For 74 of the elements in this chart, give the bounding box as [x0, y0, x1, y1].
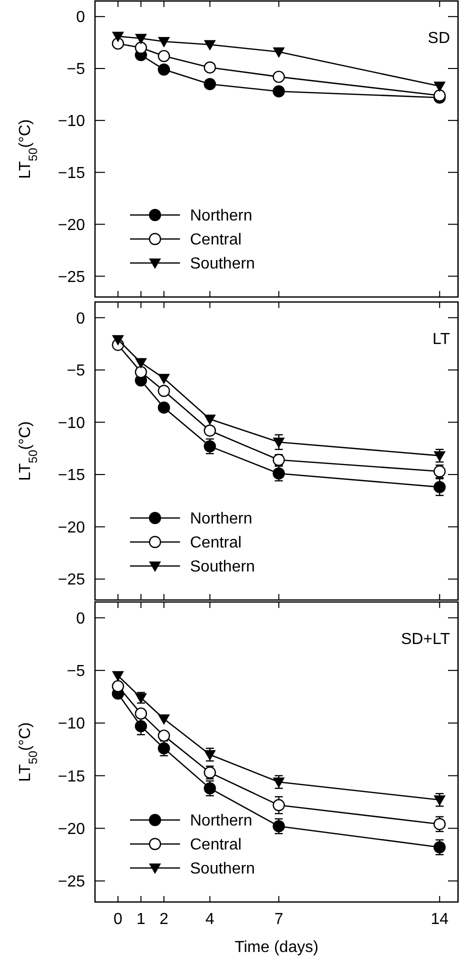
y-tick-label: −25: [58, 268, 86, 286]
text: SD+LT: [400, 631, 450, 648]
point: [112, 32, 124, 42]
point: [158, 714, 170, 725]
point: [134, 720, 148, 732]
point: [158, 63, 170, 76]
y-tick-label: −10: [58, 716, 86, 733]
y-tick-label: −10: [58, 113, 86, 130]
point: [272, 778, 285, 788]
point: [204, 782, 216, 794]
point: [158, 37, 170, 48]
point: [158, 374, 170, 384]
point: [204, 61, 216, 74]
point: [134, 34, 147, 44]
x-tick-label: 4: [205, 911, 214, 928]
x-tick-label: 7: [274, 911, 284, 928]
point: [434, 480, 446, 494]
point: [204, 414, 216, 426]
y-tick-label: −5: [66, 362, 86, 380]
legend-label: Central: [190, 534, 242, 552]
point: [272, 47, 285, 58]
x-tick-label: 14: [430, 911, 449, 928]
point: [204, 78, 216, 90]
point: [434, 795, 446, 806]
y-tick-label: −10: [58, 414, 86, 432]
legend-label: Northern: [190, 812, 252, 830]
point: [134, 42, 148, 54]
y-tick-label: 0: [76, 9, 86, 26]
point: [272, 438, 285, 448]
y-tick-label: −25: [58, 572, 86, 589]
text: SD: [428, 30, 450, 47]
x-tick-label: 2: [159, 911, 168, 928]
y-tick-label: −15: [58, 768, 86, 786]
point: [434, 451, 446, 462]
point: [112, 671, 124, 682]
point: [204, 750, 216, 761]
text: LT: [432, 331, 450, 348]
point: [112, 680, 124, 692]
point: [272, 820, 285, 832]
point: [158, 402, 170, 414]
legend-label: Central: [190, 232, 242, 249]
point: [272, 467, 285, 480]
y-tick-label: −5: [66, 663, 86, 680]
point: [158, 50, 170, 62]
x-axis-title: Time (days): [234, 939, 318, 956]
y-tick-label: −25: [58, 874, 86, 891]
x-tick-label: 0: [114, 911, 123, 928]
point: [134, 366, 148, 378]
point: [158, 384, 170, 397]
point: [272, 799, 285, 812]
point: [112, 335, 124, 346]
legend-label: Northern: [190, 208, 252, 225]
point: [134, 358, 147, 369]
legend-label: Northern: [190, 510, 252, 528]
point: [272, 70, 285, 83]
x-tick-label: 1: [136, 911, 146, 928]
legend-label: Central: [190, 836, 242, 854]
point: [272, 85, 285, 98]
y-tick-label: −15: [58, 164, 86, 182]
legend-label: Southern: [190, 256, 255, 273]
y-tick-label: 0: [76, 310, 86, 328]
point: [204, 424, 216, 437]
y-tick-label: −20: [58, 519, 86, 536]
point: [134, 707, 148, 720]
y-tick-label: −20: [58, 820, 86, 838]
point: [158, 730, 170, 742]
y-tick-label: 0: [76, 610, 86, 628]
y-tick-label: −20: [58, 216, 86, 234]
point: [434, 82, 446, 92]
point: [204, 40, 216, 51]
y-tick-label: −15: [58, 467, 86, 484]
y-tick-label: −5: [66, 61, 86, 78]
legend-label: Southern: [190, 860, 255, 878]
legend-label: Southern: [190, 558, 255, 576]
